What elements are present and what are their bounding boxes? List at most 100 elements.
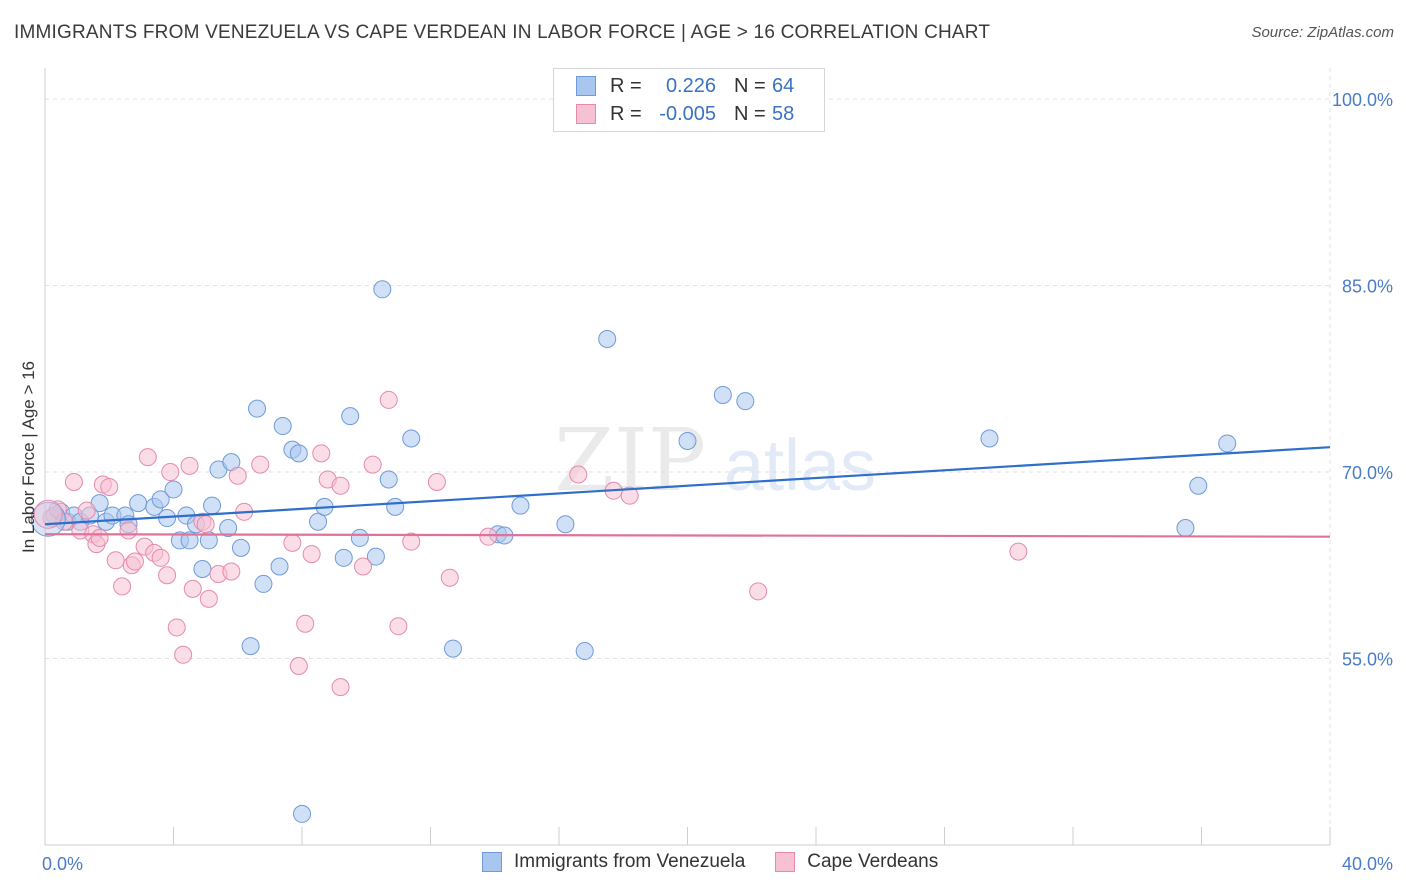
point-cape-verdean bbox=[183, 579, 202, 598]
legend-item-venezuela[interactable]: Immigrants from Venezuela bbox=[482, 851, 745, 873]
stats-row-cape-verdean: R = -0.005 N = 58 bbox=[576, 101, 794, 127]
point-cape-verdean bbox=[289, 656, 308, 675]
point-venezuela bbox=[273, 417, 292, 436]
point-venezuela bbox=[598, 330, 617, 349]
point-venezuela bbox=[366, 547, 385, 566]
point-cape-verdean bbox=[354, 557, 373, 576]
trend-line-venezuela bbox=[44, 446, 1331, 526]
point-cape-verdean bbox=[113, 577, 132, 596]
point-cape-verdean bbox=[158, 566, 177, 585]
point-venezuela bbox=[254, 574, 273, 593]
point-venezuela bbox=[341, 407, 360, 426]
point-venezuela bbox=[219, 518, 238, 537]
point-venezuela bbox=[386, 497, 405, 516]
point-cape-verdean bbox=[161, 463, 180, 482]
chart-title: IMMIGRANTS FROM VENEZUELA VS CAPE VERDEA… bbox=[14, 22, 991, 43]
point-cape-verdean bbox=[174, 645, 193, 664]
r-label: R = bbox=[610, 102, 642, 125]
n-label: N = bbox=[734, 102, 766, 125]
point-venezuela bbox=[151, 490, 170, 509]
point-venezuela bbox=[1218, 434, 1237, 453]
point-venezuela bbox=[575, 642, 594, 661]
r-label: R = bbox=[610, 74, 642, 97]
trend-line-cape-verdean bbox=[44, 533, 1331, 538]
stats-legend: R = 0.226 N = 64 R = -0.005 N = 58 bbox=[553, 68, 825, 132]
point-cape-verdean bbox=[222, 562, 241, 581]
point-venezuela bbox=[713, 385, 732, 404]
venezuela-swatch bbox=[576, 76, 596, 96]
point-venezuela bbox=[203, 496, 222, 515]
point-venezuela bbox=[511, 496, 530, 515]
legend-item-cape-verdeans[interactable]: Cape Verdeans bbox=[775, 851, 938, 873]
point-cape-verdean bbox=[167, 618, 186, 637]
point-venezuela bbox=[289, 444, 308, 463]
point-venezuela bbox=[379, 470, 398, 489]
point-cape-verdean bbox=[479, 527, 498, 546]
point-cape-verdean bbox=[77, 501, 96, 520]
point-cape-verdean bbox=[402, 532, 421, 551]
point-cape-verdean bbox=[569, 465, 588, 484]
point-venezuela bbox=[1176, 518, 1195, 537]
trend-lines bbox=[44, 446, 1331, 538]
point-venezuela bbox=[293, 804, 311, 823]
point-venezuela bbox=[241, 637, 260, 656]
point-cape-verdean bbox=[749, 582, 768, 601]
series-legend: Immigrants from Venezuela Cape Verdeans bbox=[482, 851, 968, 873]
point-cluster-venezuela bbox=[30, 501, 66, 537]
point-cape-verdean bbox=[90, 528, 109, 547]
point-venezuela bbox=[736, 392, 755, 411]
point-cape-verdean bbox=[283, 533, 302, 552]
point-cape-verdean bbox=[100, 477, 119, 496]
point-cluster-cape-verdean bbox=[33, 499, 63, 529]
point-cape-verdean bbox=[312, 444, 331, 463]
y-tick-label: 70.0% bbox=[1342, 463, 1393, 483]
point-venezuela bbox=[164, 480, 183, 499]
point-venezuela bbox=[443, 639, 462, 658]
r-value: 0.226 bbox=[665, 74, 716, 97]
n-value: 58 bbox=[772, 102, 795, 125]
x-tick-label: 40.0% bbox=[1342, 854, 1393, 874]
point-cape-verdean bbox=[363, 455, 382, 474]
axis-labels: 100.0% 85.0% 70.0% 55.0% 0.0% 40.0% In Labor F… bbox=[19, 90, 1393, 874]
r-value: -0.005 bbox=[659, 102, 716, 125]
n-label: N = bbox=[734, 74, 766, 97]
stats-row-venezuela: R = 0.226 N = 64 bbox=[576, 73, 794, 99]
cape-verdean-swatch bbox=[576, 104, 596, 124]
point-venezuela bbox=[193, 560, 212, 579]
point-venezuela bbox=[980, 429, 999, 448]
y-tick-label: 55.0% bbox=[1342, 650, 1393, 670]
point-cape-verdean bbox=[389, 617, 408, 636]
point-cape-verdean bbox=[196, 515, 215, 534]
point-venezuela bbox=[373, 280, 392, 299]
point-cape-verdean bbox=[379, 390, 398, 409]
point-cape-verdean bbox=[138, 448, 157, 467]
point-venezuela bbox=[402, 429, 421, 448]
watermark: ZIP atlas bbox=[554, 411, 876, 511]
point-cape-verdean bbox=[620, 486, 639, 505]
n-value: 64 bbox=[772, 74, 795, 97]
point-cape-verdean bbox=[440, 568, 459, 587]
point-cape-verdean bbox=[119, 521, 138, 540]
point-venezuela bbox=[334, 548, 353, 567]
point-cape-verdean bbox=[302, 545, 321, 564]
point-venezuela bbox=[129, 494, 148, 513]
source-label: Source: ZipAtlas.com bbox=[1251, 24, 1394, 41]
point-cape-verdean bbox=[331, 476, 350, 495]
point-cape-verdean bbox=[180, 456, 199, 475]
venezuela-legend-swatch bbox=[482, 852, 502, 872]
point-venezuela bbox=[248, 399, 267, 418]
point-cape-verdean bbox=[151, 548, 170, 567]
point-cape-verdean bbox=[1009, 542, 1028, 561]
point-cape-verdean bbox=[106, 551, 125, 570]
point-cape-verdean bbox=[228, 466, 247, 485]
point-venezuela bbox=[1189, 476, 1208, 495]
axes bbox=[44, 68, 1331, 846]
x-tick-label: 0.0% bbox=[42, 854, 83, 874]
point-cape-verdean bbox=[64, 472, 83, 491]
point-venezuela bbox=[556, 515, 575, 534]
cape-verdeans-legend-swatch bbox=[775, 852, 796, 872]
y-tick-label: 100.0% bbox=[1332, 90, 1393, 110]
legend-label-cape-verdeans: Cape Verdeans bbox=[807, 851, 939, 872]
legend-label-venezuela: Immigrants from Venezuela bbox=[514, 851, 746, 872]
